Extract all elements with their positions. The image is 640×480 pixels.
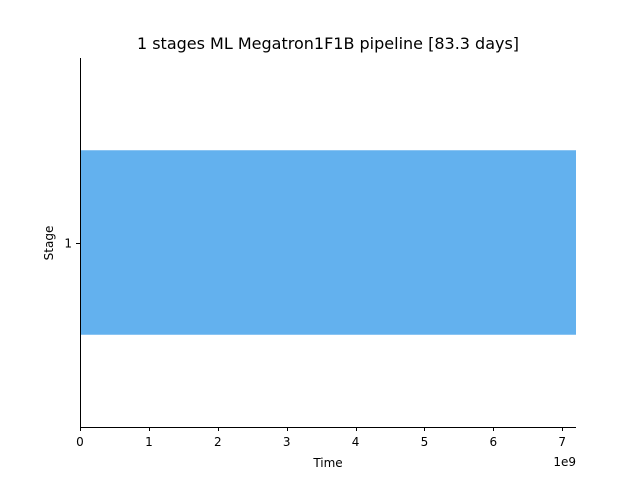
y-axis-label: Stage: [42, 226, 56, 261]
x-ticks: 0 1 2 3 4 5 6 7: [76, 427, 566, 449]
chart-title: 1 stages ML Megatron1F1B pipeline [83.3 …: [137, 34, 519, 53]
x-offset-label: 1e9: [553, 455, 576, 469]
x-tick-label: 7: [558, 435, 566, 449]
x-tick-label: 6: [490, 435, 498, 449]
y-tick-label: 1: [64, 237, 72, 251]
x-tick-label: 0: [76, 435, 84, 449]
bars-layer: [80, 150, 576, 335]
y-ticks: 1: [64, 237, 80, 251]
x-tick-label: 2: [214, 435, 222, 449]
x-tick-label: 4: [352, 435, 360, 449]
bar-stage-1: [80, 150, 576, 335]
x-tick-label: 5: [421, 435, 429, 449]
x-tick-label: 3: [283, 435, 291, 449]
x-tick-label: 1: [145, 435, 153, 449]
x-axis-label: Time: [312, 456, 342, 470]
